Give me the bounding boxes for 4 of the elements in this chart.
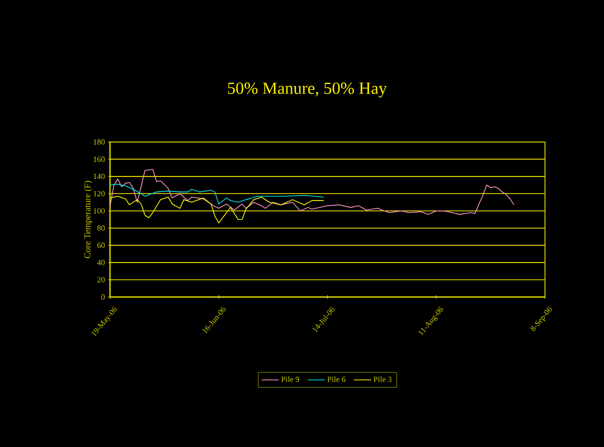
line-series xyxy=(110,169,514,215)
line-series xyxy=(110,184,324,204)
y-axis-title: Core Temperature (F) xyxy=(84,180,92,258)
chart-title: 50% Manure, 50% Hay xyxy=(228,82,387,98)
